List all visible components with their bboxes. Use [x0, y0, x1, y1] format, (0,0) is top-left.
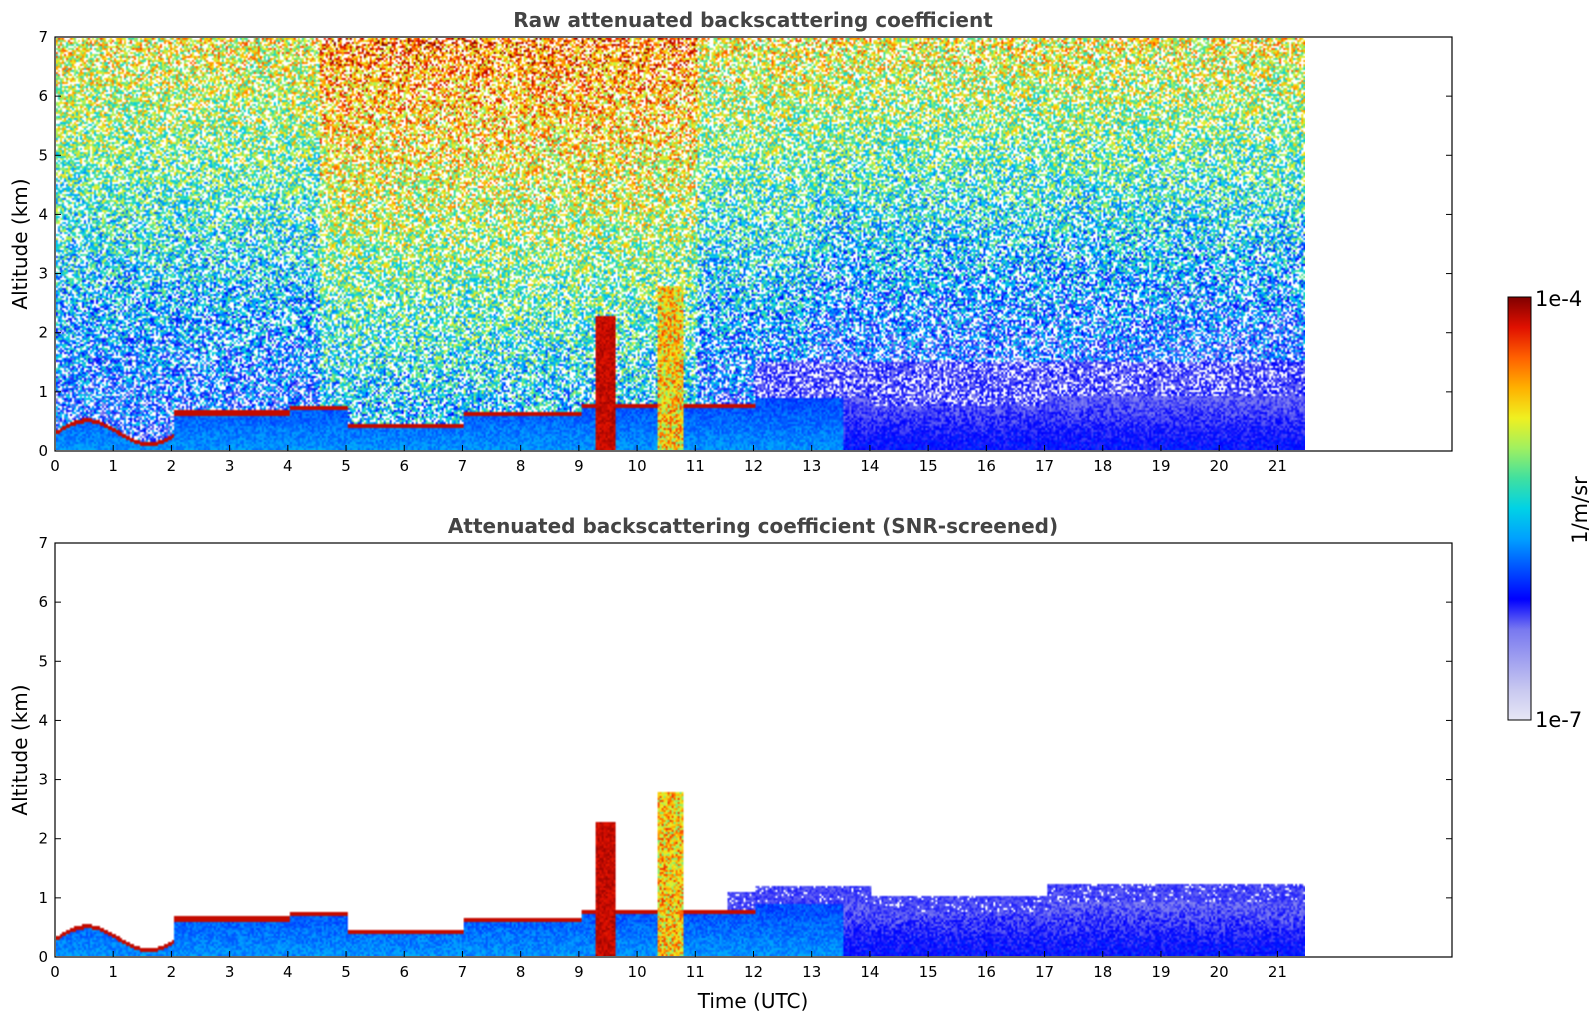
x-tick-label: 0 — [50, 963, 60, 981]
colorbar: 1e-4 1e-7 1/m/sr — [1507, 287, 1592, 732]
panel-screened-y-ticks: 0 1 2 3 4 5 6 7 — [38, 534, 1452, 966]
x-tick-label: 11 — [686, 963, 705, 981]
x-tick-label: 9 — [574, 963, 584, 981]
y-tick-label: 2 — [38, 830, 48, 848]
y-tick-label: 4 — [38, 711, 48, 729]
x-tick-label: 4 — [283, 963, 293, 981]
panel-screened-heatmap — [56, 544, 1305, 956]
y-tick-label: 7 — [38, 534, 48, 552]
panel-raw-ylabel: Altitude (km) — [8, 178, 32, 309]
colorbar-unit-label: 1/m/sr — [1568, 476, 1592, 544]
y-tick-label: 0 — [38, 948, 48, 966]
x-tick-label: 13 — [802, 457, 821, 475]
x-tick-label: 7 — [458, 963, 468, 981]
x-tick-label: 3 — [225, 963, 235, 981]
x-tick-label: 2 — [167, 457, 177, 475]
y-tick-label: 3 — [38, 265, 48, 283]
x-tick-label: 0 — [50, 457, 60, 475]
x-tick-label: 19 — [1151, 963, 1170, 981]
x-tick-label: 15 — [919, 457, 938, 475]
panel-screened-x-ticks: 0 1 2 3 4 5 6 7 8 9 10 11 12 13 14 15 16 17 18 19 20 21 — [50, 951, 1287, 981]
x-tick-label: 21 — [1268, 457, 1287, 475]
y-tick-label: 2 — [38, 324, 48, 342]
y-tick-label: 4 — [38, 205, 48, 223]
x-tick-label: 16 — [977, 457, 996, 475]
x-tick-label: 8 — [516, 457, 526, 475]
x-tick-label: 1 — [108, 963, 118, 981]
colorbar-gradient — [1507, 296, 1532, 721]
x-tick-label: 7 — [458, 457, 468, 475]
x-tick-label: 8 — [516, 963, 526, 981]
y-tick-label: 1 — [38, 889, 48, 907]
x-tick-label: 17 — [1035, 963, 1054, 981]
x-tick-label: 19 — [1151, 457, 1170, 475]
y-tick-label: 0 — [38, 442, 48, 460]
y-tick-label: 1 — [38, 383, 48, 401]
y-tick-label: 5 — [38, 146, 48, 164]
panel-raw-x-ticks: 0 1 2 3 4 5 6 7 8 9 10 11 12 13 14 15 16 17 18 19 20 21 — [50, 445, 1287, 475]
panel-screened-xlabel: Time (UTC) — [697, 989, 809, 1013]
panel-screened: Attenuated backscattering coefficient (S… — [8, 514, 1453, 1013]
panel-raw-y-ticks: 0 1 2 3 4 5 6 7 — [38, 28, 1452, 460]
panel-raw-heatmap — [56, 38, 1305, 450]
x-tick-label: 11 — [686, 457, 705, 475]
x-tick-label: 13 — [802, 963, 821, 981]
colorbar-max-label: 1e-4 — [1535, 287, 1582, 311]
x-tick-label: 9 — [574, 457, 584, 475]
x-tick-label: 20 — [1210, 457, 1229, 475]
x-tick-label: 4 — [283, 457, 293, 475]
panel-screened-ylabel: Altitude (km) — [8, 684, 32, 815]
x-tick-label: 12 — [744, 457, 763, 475]
x-tick-label: 18 — [1093, 963, 1112, 981]
panel-screened-title: Attenuated backscattering coefficient (S… — [448, 514, 1058, 538]
y-tick-label: 6 — [38, 593, 48, 611]
x-tick-label: 21 — [1268, 963, 1287, 981]
x-tick-label: 18 — [1093, 457, 1112, 475]
x-tick-label: 10 — [628, 457, 647, 475]
panel-raw-title: Raw attenuated backscattering coefficien… — [513, 8, 993, 32]
x-tick-label: 6 — [399, 963, 409, 981]
x-tick-label: 12 — [744, 963, 763, 981]
x-tick-label: 1 — [108, 457, 118, 475]
x-tick-label: 3 — [225, 457, 235, 475]
x-tick-label: 20 — [1210, 963, 1229, 981]
x-tick-label: 15 — [919, 963, 938, 981]
x-tick-label: 2 — [167, 963, 177, 981]
y-tick-label: 7 — [38, 28, 48, 46]
y-tick-label: 3 — [38, 771, 48, 789]
panel-raw: Raw attenuated backscattering coefficien… — [8, 8, 1453, 475]
x-tick-label: 6 — [399, 457, 409, 475]
y-tick-label: 6 — [38, 87, 48, 105]
x-tick-label: 14 — [860, 457, 879, 475]
x-tick-label: 16 — [977, 963, 996, 981]
y-tick-label: 5 — [38, 652, 48, 670]
x-tick-label: 5 — [341, 963, 351, 981]
x-tick-label: 14 — [860, 963, 879, 981]
x-tick-label: 17 — [1035, 457, 1054, 475]
x-tick-label: 5 — [341, 457, 351, 475]
x-tick-label: 10 — [628, 963, 647, 981]
colorbar-min-label: 1e-7 — [1535, 708, 1582, 732]
